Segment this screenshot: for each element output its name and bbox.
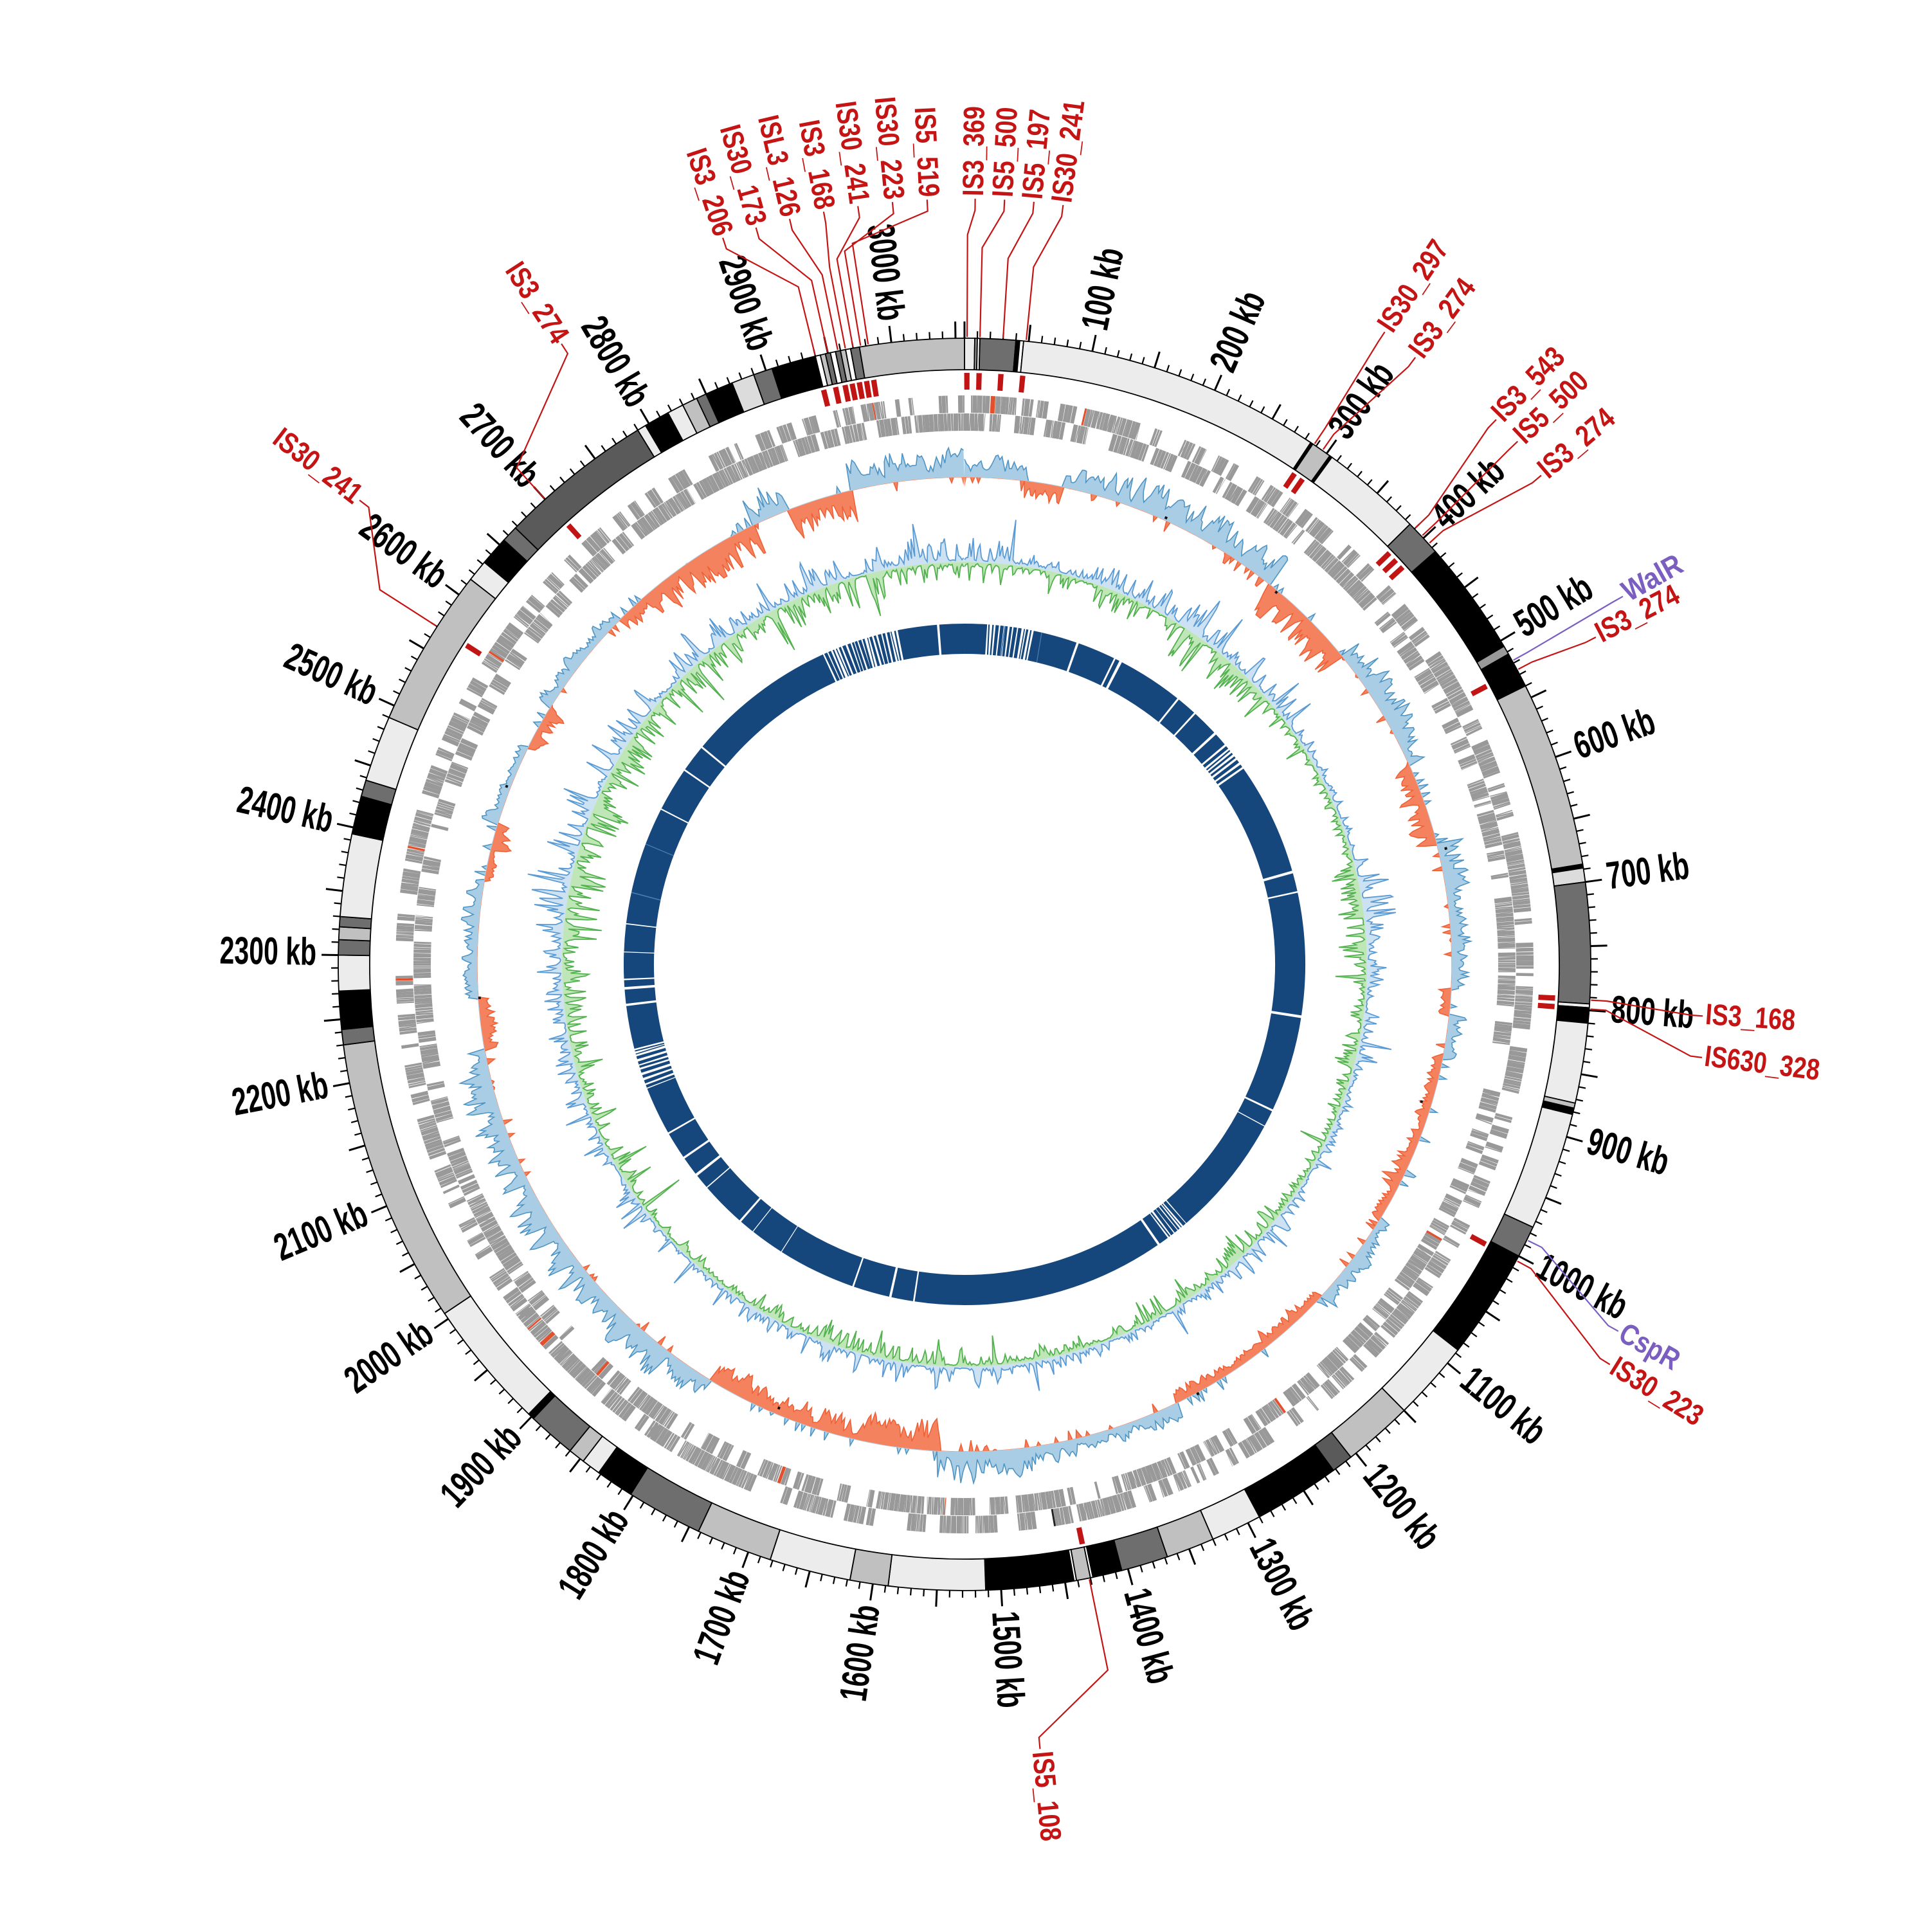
svg-text:IS5_519: IS5_519 <box>909 106 946 197</box>
svg-text:IS3_168: IS3_168 <box>1705 997 1797 1037</box>
svg-text:2300 kb: 2300 kb <box>219 928 317 973</box>
svg-text:800 kb: 800 kb <box>1609 988 1696 1036</box>
svg-text:1500 kb: 1500 kb <box>984 1610 1033 1709</box>
svg-text:IS3_369: IS3_369 <box>956 106 991 197</box>
